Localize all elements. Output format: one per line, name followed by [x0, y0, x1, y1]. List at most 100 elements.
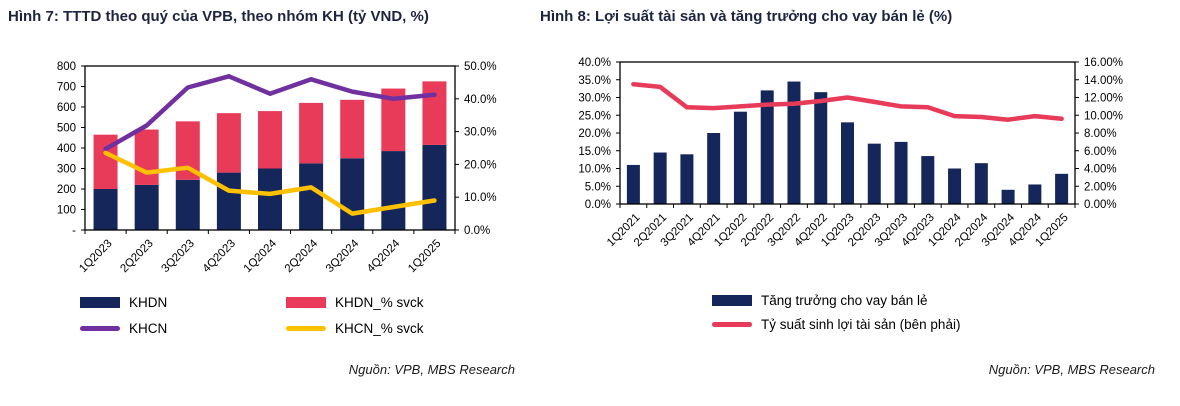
right-axis-label: 10.00% — [1084, 110, 1123, 122]
left-axis-label: 25.0% — [578, 110, 611, 122]
t-su-t-sinh-l-i-t-i-s-n-b-n-ph-i-swatch — [712, 321, 752, 327]
left-axis-label: 100 — [57, 205, 76, 217]
figure-8-chart: 40.0% 35.0% 30.0% 25.0% 20.0% 15.0% 10.0% 5.0% 0… — [578, 57, 1123, 249]
bar — [707, 133, 721, 204]
bar — [422, 81, 447, 145]
bar — [1055, 173, 1069, 204]
line-series-khcn-svck — [103, 150, 437, 216]
bar — [626, 164, 640, 204]
bar — [381, 151, 406, 230]
legend-item-t-ng-tr-ng-cho-vay-b-n-l: Tăng trưởng cho vay bán lẻ — [712, 294, 960, 308]
bar — [422, 144, 447, 230]
bar-series-t-ng-tr-ng-cho-vay-b-n-l — [626, 81, 1069, 204]
bar — [1028, 184, 1042, 204]
right-axis-label: 0.0% — [464, 225, 490, 237]
figure-7: Hình 7: TTTD theo quý của VPB, theo nhóm… — [0, 0, 530, 406]
khdn-swatch — [80, 297, 120, 309]
left-axis-label: 20.0% — [578, 128, 611, 140]
left-axis-label: 700 — [57, 82, 76, 94]
left-axis-label: 400 — [57, 143, 76, 155]
bar — [1001, 189, 1015, 204]
bar — [653, 152, 667, 204]
left-axis-label: 300 — [57, 164, 76, 176]
bar — [921, 156, 935, 204]
figure-8-legend: Tăng trưởng cho vay bán lẻ Tỷ suất sinh l… — [712, 294, 960, 331]
legend-label: KHDN_% svck — [335, 295, 424, 310]
left-axis-label: 0.0% — [585, 199, 611, 211]
right-axis-label: 0.00% — [1084, 199, 1117, 211]
left-axis-label: 800 — [57, 61, 76, 73]
bar — [299, 163, 324, 230]
right-axis-label: 20.0% — [464, 159, 497, 171]
left-axis-label: 35.0% — [578, 75, 611, 87]
legend-label: KHCN_% svck — [335, 320, 424, 336]
figure-7-title: Hình 7: TTTD theo quý của VPB, theo nhóm… — [8, 8, 429, 25]
figure-8-source: Nguồn: VPB, MBS Research — [988, 362, 1155, 377]
bar — [760, 90, 774, 204]
khdn-svck-swatch — [286, 297, 326, 309]
bar — [680, 154, 694, 204]
right-axis-label: 12.00% — [1084, 93, 1123, 105]
left-axis-label: 200 — [57, 184, 76, 196]
bar — [733, 111, 747, 204]
legend-label: Tỷ suất sinh lợi tài sản (bên phải) — [761, 316, 961, 332]
khcn-svck-swatch — [286, 325, 326, 331]
bar — [299, 102, 324, 164]
bar — [948, 168, 962, 204]
right-axis-label: 8.00% — [1084, 128, 1117, 140]
legend-label: KHDN — [129, 295, 168, 310]
right-axis-label: 16.00% — [1084, 57, 1123, 69]
legend-item-t-su-t-sinh-l-i-t-i-s-n-b-n-ph-i: Tỷ suất sinh lợi tài sản (bên phải) — [712, 316, 961, 332]
legend-label: KHCN — [129, 320, 168, 336]
line-series-t-su-t-sinh-l-i-t-i-s-n-b-n-ph-i — [631, 81, 1064, 122]
legend-item-khdn-svck: KHDN_% svck — [286, 296, 424, 310]
bar — [814, 92, 828, 204]
bar — [340, 99, 365, 159]
bar — [216, 113, 241, 173]
plot-border — [619, 61, 1076, 205]
right-axis-label: 14.00% — [1084, 75, 1123, 87]
bar-series-khdn — [93, 144, 447, 230]
left-axis-label: 600 — [57, 102, 76, 114]
left-axis-label: 40.0% — [578, 57, 611, 69]
bar — [787, 81, 801, 204]
x-axis-label: 2Q2024 — [283, 237, 321, 275]
bar — [134, 129, 159, 185]
left-axis-label: 30.0% — [578, 93, 611, 105]
right-axis-label: 10.0% — [464, 192, 497, 204]
legend-item-khcn-svck: KHCN_% svck — [286, 320, 424, 336]
right-axis-label: 6.00% — [1084, 146, 1117, 158]
x-axis-label: 3Q2024 — [324, 237, 362, 275]
x-axis-label: 4Q2023 — [201, 238, 238, 275]
left-axis-label: 10.0% — [578, 164, 611, 176]
x-axis-label: 3Q2023 — [159, 238, 196, 275]
right-axis-label: 50.0% — [464, 61, 497, 73]
bar — [258, 168, 282, 230]
bar — [216, 172, 241, 230]
bar — [134, 184, 159, 230]
bar — [340, 158, 365, 230]
bar — [93, 189, 118, 230]
plot-border — [84, 65, 456, 231]
x-axis-label: 1Q2025 — [406, 238, 443, 275]
figure-7-legend: KHDN KHDN_% svck KHCN KHCN_% svck — [80, 296, 424, 335]
x-axis-label: 1Q2024 — [242, 237, 280, 275]
bar — [175, 179, 200, 230]
figure-7-chart: 800 700 600 500 400 300 200 100 - 50.0% 40.0% 30.0%… — [57, 61, 497, 275]
t-ng-tr-ng-cho-vay-b-n-l-swatch — [712, 295, 752, 307]
figure-8-title: Hình 8: Lợi suất tài sản và tăng trưởng … — [540, 8, 953, 25]
left-axis-label: 15.0% — [578, 146, 611, 158]
legend-item-khdn: KHDN — [80, 296, 286, 310]
bar — [841, 122, 854, 204]
x-axis-label: 2Q2023 — [118, 238, 155, 275]
bar — [894, 141, 908, 204]
legend-label: Tăng trưởng cho vay bán lẻ — [761, 293, 928, 308]
x-axis-label: 1Q2023 — [77, 238, 114, 275]
right-axis-label: 2.00% — [1084, 181, 1117, 193]
line-series-khcn — [103, 74, 437, 152]
left-axis-label: 5.0% — [585, 181, 611, 193]
x-axis-label: 4Q2024 — [365, 237, 403, 275]
figure-7-source: Nguồn: VPB, MBS Research — [348, 362, 515, 377]
left-axis-label: - — [72, 225, 76, 237]
bar — [258, 111, 282, 169]
